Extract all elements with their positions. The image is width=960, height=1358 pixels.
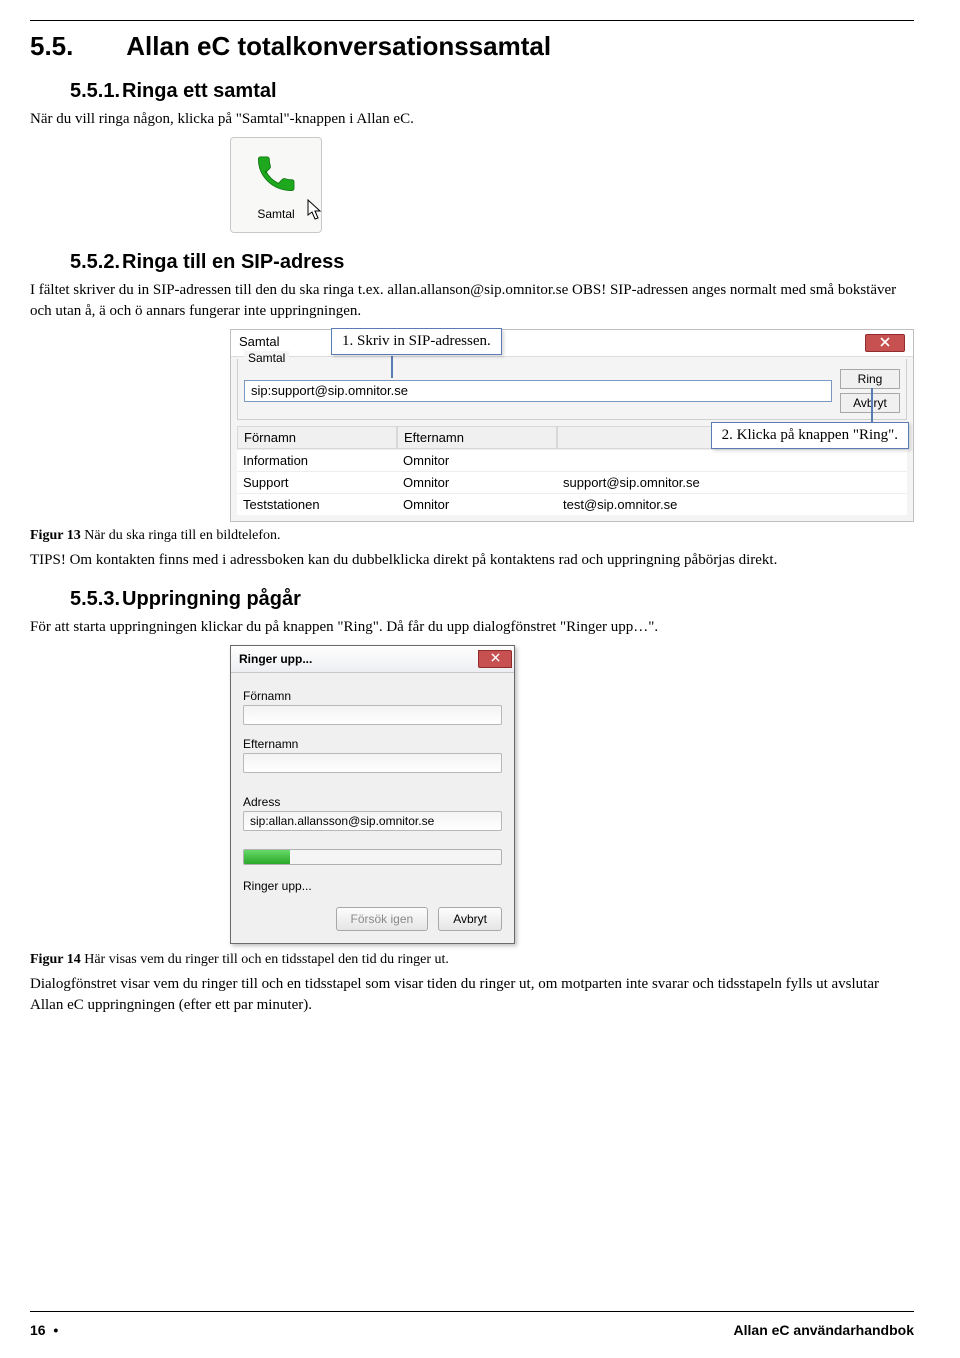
p-551: När du vill ringa någon, klicka på "Samt… [30, 109, 914, 129]
callout-2: 2. Klicka på knappen "Ring". [711, 422, 909, 449]
section-num: 5.5. [30, 31, 120, 62]
sub-num: 5.5.2. [70, 251, 120, 274]
sub-title: Ringa ett samtal [122, 80, 276, 102]
label-efternamn: Efternamn [243, 737, 502, 751]
p-553b: Dialogfönstret visar vem du ringer till … [30, 974, 914, 1015]
subsection-552: 5.5.2.Ringa till en SIP-adress [70, 251, 914, 274]
col-efternamn: Efternamn [397, 426, 557, 449]
phone-icon [253, 150, 299, 201]
label-adress: Adress [243, 795, 502, 809]
ring-button[interactable]: Ring [840, 369, 900, 389]
screenshot-samtal-window: Samtal Samtal Ring Avbryt Förnamn Eftern… [230, 329, 914, 522]
page-num-text: 16 [30, 1322, 46, 1338]
bottom-rule [30, 1311, 914, 1312]
input-fornamn[interactable] [243, 705, 502, 725]
dialog-titlebar: Ringer upp... [231, 646, 514, 673]
table-cell[interactable]: Omnitor [397, 449, 557, 471]
dialog-close-button[interactable] [478, 650, 512, 668]
top-rule [30, 20, 914, 21]
close-button[interactable] [865, 334, 905, 352]
input-adress[interactable] [243, 811, 502, 831]
progress-fill [244, 850, 290, 864]
group-legend: Samtal [244, 351, 289, 365]
callout1-pointer [391, 356, 393, 378]
samtal-label: Samtal [257, 207, 294, 221]
sub-num: 5.5.3. [70, 588, 120, 611]
p-552: I fältet skriver du in SIP-adressen till… [30, 280, 914, 321]
subsection-553: 5.5.3.Uppringning pågår [70, 588, 914, 611]
sub-title: Ringa till en SIP-adress [122, 251, 344, 273]
sip-address-input[interactable] [244, 380, 832, 402]
subsection-551: 5.5.1.Ringa ett samtal [70, 80, 914, 103]
figure-num: Figur 13 [30, 528, 81, 543]
p-553a: För att starta uppringningen klickar du … [30, 617, 914, 637]
footer-dot: • [53, 1322, 58, 1338]
label-fornamn: Förnamn [243, 689, 502, 703]
table-cell[interactable]: Information [237, 449, 397, 471]
col-fornamn: Förnamn [237, 426, 397, 449]
dialog-title: Ringer upp... [239, 652, 312, 666]
close-icon [880, 337, 890, 349]
close-icon [491, 653, 500, 665]
table-cell[interactable]: Teststationen [237, 493, 397, 515]
avbryt-button[interactable]: Avbryt [840, 393, 900, 413]
table-cell[interactable]: Omnitor [397, 493, 557, 515]
figure13-caption: Figur 13 När du ska ringa till en bildte… [30, 528, 914, 544]
ringer-upp-dialog: Ringer upp... Förnamn Efternamn Adress R… [230, 645, 515, 944]
table-cell[interactable] [557, 449, 907, 471]
page-footer: 16 • Allan eC användarhandbok [30, 1322, 914, 1338]
figure-num: Figur 14 [30, 952, 81, 967]
samtal-groupbox: Samtal Ring Avbryt [237, 359, 907, 420]
sub-num: 5.5.1. [70, 80, 120, 103]
table-cell[interactable]: Omnitor [397, 471, 557, 493]
table-cell[interactable]: test@sip.omnitor.se [557, 493, 907, 515]
p-tips: TIPS! Om kontakten finns med i adressbok… [30, 550, 914, 570]
cursor-icon [307, 199, 325, 226]
sub-title: Uppringning pågår [122, 588, 301, 610]
section-heading: 5.5. Allan eC totalkonversationssamtal [30, 31, 914, 62]
table-cell[interactable]: Support [237, 471, 397, 493]
callout2-pointer [871, 388, 873, 424]
section-title-text: Allan eC totalkonversationssamtal [126, 31, 551, 61]
retry-button[interactable]: Försök igen [336, 907, 429, 931]
page-number: 16 • [30, 1322, 58, 1338]
status-text: Ringer upp... [243, 879, 502, 893]
figure-text: Här visas vem du ringer till och en tids… [81, 952, 449, 967]
samtal-button-tile[interactable]: Samtal [230, 137, 322, 233]
cancel-button[interactable]: Avbryt [438, 907, 502, 931]
footer-title: Allan eC användarhandbok [734, 1322, 914, 1338]
progress-bar [243, 849, 502, 865]
figure-text: När du ska ringa till en bildtelefon. [81, 528, 281, 543]
callout-1: 1. Skriv in SIP-adressen. [331, 328, 502, 355]
figure14-caption: Figur 14 Här visas vem du ringer till oc… [30, 952, 914, 968]
input-efternamn[interactable] [243, 753, 502, 773]
window-title: Samtal [239, 334, 279, 349]
table-cell[interactable]: support@sip.omnitor.se [557, 471, 907, 493]
